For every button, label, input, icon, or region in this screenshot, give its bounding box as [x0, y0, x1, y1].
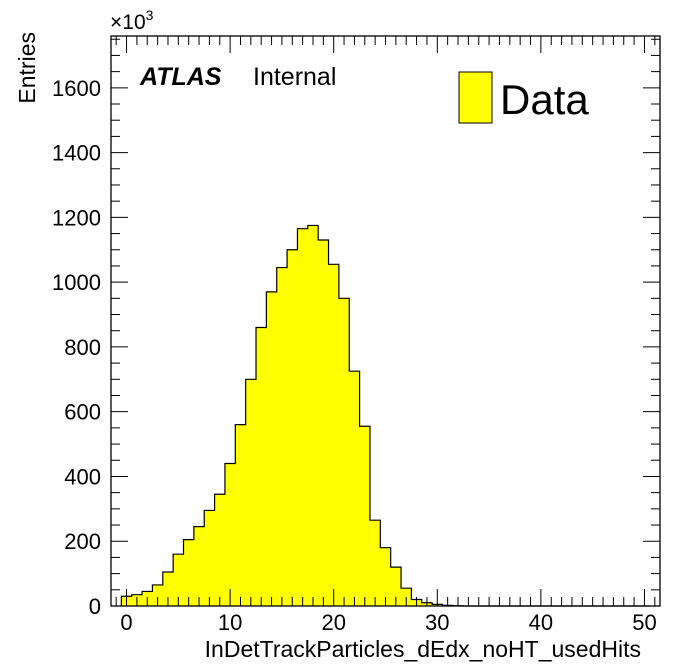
histogram-bar [266, 291, 278, 606]
legend-label: Data [500, 76, 589, 123]
histogram-bar [183, 539, 195, 606]
y-tick-label: 1000 [52, 270, 101, 295]
histogram-bar [162, 571, 174, 606]
x-tick-label: 10 [218, 610, 242, 635]
y-tick-label: 1400 [52, 141, 101, 166]
legend-swatch [458, 71, 493, 124]
x-axis-title: InDetTrackParticles_dEdx_noHT_usedHits [205, 636, 641, 662]
atlas-label: ATLAS [139, 63, 222, 91]
histogram-bar [287, 249, 298, 606]
x-tick-labels: 0 10 20 30 40 50 [120, 610, 656, 635]
axis-ticks [111, 36, 660, 607]
y-tick-label: 800 [64, 335, 101, 360]
histogram-bar [256, 327, 267, 606]
y-tick-label: 1200 [52, 205, 101, 230]
x-tick-label: 30 [425, 610, 449, 635]
histogram-bar [152, 584, 164, 606]
histogram-bar [318, 240, 329, 606]
histogram-bar [328, 264, 340, 606]
histogram-bar [214, 494, 226, 606]
x-tick-label: 50 [632, 610, 656, 635]
y-tick-labels: 0 200 400 600 800 1000 1200 1400 1600 [52, 76, 101, 619]
histogram-bar [338, 298, 350, 606]
y-multiplier: ×103 [110, 7, 154, 34]
histogram-bar [224, 463, 236, 606]
y-tick-label: 0 [89, 594, 101, 619]
histogram-bar [204, 510, 215, 606]
histogram-bar [245, 379, 257, 606]
histogram-bar [235, 424, 247, 606]
x-tick-label: 40 [529, 610, 553, 635]
y-tick-label: 600 [64, 400, 101, 425]
histogram-bar [276, 267, 288, 606]
histogram-bar [359, 426, 371, 606]
y-axis-title: Entries [14, 32, 40, 104]
histogram-bar [369, 520, 381, 606]
y-tick-label: 1600 [52, 76, 101, 101]
histogram-bar [307, 225, 319, 607]
histogram-bar [173, 554, 184, 606]
histogram-bar [349, 371, 361, 606]
internal-label: Internal [253, 63, 336, 91]
x-tick-label: 20 [321, 610, 345, 635]
histogram-bars [120, 224, 650, 607]
y-tick-label: 200 [64, 529, 101, 554]
x-tick-label: 0 [120, 610, 132, 635]
histogram-bar [390, 567, 402, 606]
histogram-bar [380, 547, 392, 606]
histogram-bar [297, 228, 309, 607]
y-tick-label: 400 [64, 464, 101, 489]
histogram-bar [193, 526, 205, 606]
